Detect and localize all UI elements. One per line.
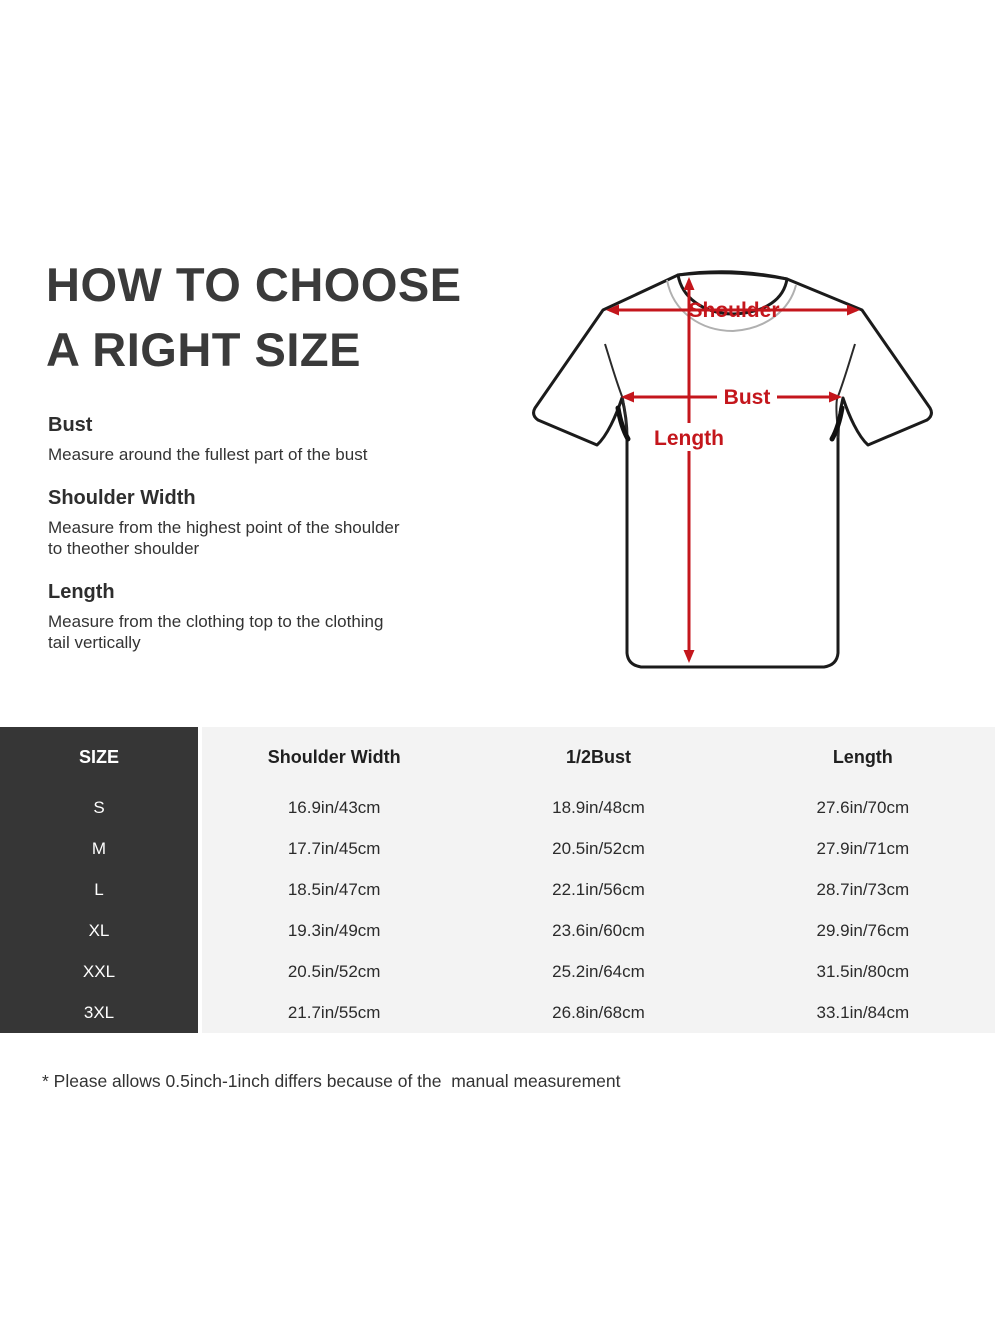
table-row-3xl: 3XL 21.7in/55cm 26.8in/68cm 33.1in/84cm — [0, 992, 995, 1033]
page-title: HOW TO CHOOSE A RIGHT SIZE — [46, 252, 462, 382]
shoulder-value: 20.5in/52cm — [202, 951, 467, 992]
column-header-shoulder-width: Shoulder Width — [202, 727, 467, 787]
instruction-bust-body: Measure around the fullest part of the b… — [48, 445, 368, 464]
table-row-xl: XL 19.3in/49cm 23.6in/60cm 29.9in/76cm — [0, 910, 995, 951]
shoulder-label: Shoulder — [688, 299, 779, 322]
bust-value: 18.9in/48cm — [466, 787, 731, 828]
size-chart-table: SIZE Shoulder Width 1/2Bust Length S 16.… — [0, 727, 995, 1033]
shoulder-value: 18.5in/47cm — [202, 869, 467, 910]
table-row-s: S 16.9in/43cm 18.9in/48cm 27.6in/70cm — [0, 787, 995, 828]
bust-value: 22.1in/56cm — [466, 869, 731, 910]
size-label: L — [0, 869, 198, 910]
collar-opening — [676, 271, 789, 316]
bust-label: Bust — [724, 386, 771, 409]
shoulder-value: 17.7in/45cm — [202, 828, 467, 869]
instruction-shoulder-width-body: Measure from the highest point of the sh… — [48, 518, 400, 558]
shoulder-value: 21.7in/55cm — [202, 992, 467, 1033]
measurement-footnote: * Please allows 0.5inch-1inch differs be… — [42, 1071, 621, 1091]
tshirt-diagram: Shoulder Bust Length — [532, 270, 933, 669]
bust-value: 26.8in/68cm — [466, 992, 731, 1033]
bust-value: 20.5in/52cm — [466, 828, 731, 869]
length-value: 29.9in/76cm — [730, 910, 995, 951]
column-header-length: Length — [730, 727, 995, 787]
column-header-size: SIZE — [0, 727, 198, 787]
measurement-instructions: Bust Measure around the fullest part of … — [48, 414, 408, 675]
instruction-shoulder-width-heading: Shoulder Width — [48, 487, 196, 509]
page-title-line2: A RIGHT SIZE — [46, 323, 361, 376]
length-value: 31.5in/80cm — [730, 951, 995, 992]
instruction-length-heading: Length — [48, 581, 115, 603]
instruction-length-body: Measure from the clothing top to the clo… — [48, 612, 384, 652]
size-label: S — [0, 787, 198, 828]
instruction-shoulder-width: Shoulder Width Measure from the highest … — [48, 487, 408, 559]
size-label: XL — [0, 910, 198, 951]
page-title-line1: HOW TO CHOOSE — [46, 258, 462, 311]
shoulder-value: 19.3in/49cm — [202, 910, 467, 951]
table-header-row: SIZE Shoulder Width 1/2Bust Length — [0, 727, 995, 787]
instruction-length: Length Measure from the clothing top to … — [48, 581, 408, 653]
table-row-l: L 18.5in/47cm 22.1in/56cm 28.7in/73cm — [0, 869, 995, 910]
bust-label-bg — [717, 383, 777, 410]
length-value: 27.6in/70cm — [730, 787, 995, 828]
tshirt-outline — [532, 270, 933, 669]
length-value: 33.1in/84cm — [730, 992, 995, 1033]
table-row-m: M 17.7in/45cm 20.5in/52cm 27.9in/71cm — [0, 828, 995, 869]
left-armpit-shading — [615, 405, 631, 442]
bust-value: 25.2in/64cm — [466, 951, 731, 992]
size-label: M — [0, 828, 198, 869]
instruction-bust: Bust Measure around the fullest part of … — [48, 414, 408, 465]
bust-value: 23.6in/60cm — [466, 910, 731, 951]
length-value: 28.7in/73cm — [730, 869, 995, 910]
instruction-bust-heading: Bust — [48, 414, 93, 436]
column-header-half-bust: 1/2Bust — [466, 727, 731, 787]
shoulder-value: 16.9in/43cm — [202, 787, 467, 828]
length-label-bg — [653, 423, 725, 451]
length-label: Length — [654, 427, 724, 450]
right-armpit-shading — [829, 405, 845, 442]
length-value: 27.9in/71cm — [730, 828, 995, 869]
size-label: 3XL — [0, 992, 198, 1033]
table-row-xxl: XXL 20.5in/52cm 25.2in/64cm 31.5in/80cm — [0, 951, 995, 992]
size-label: XXL — [0, 951, 198, 992]
